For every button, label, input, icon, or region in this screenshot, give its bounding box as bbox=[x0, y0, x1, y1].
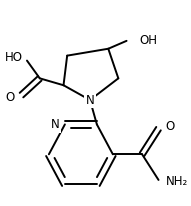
Text: N: N bbox=[51, 118, 59, 131]
Text: HO: HO bbox=[5, 51, 23, 64]
Text: O: O bbox=[166, 120, 175, 133]
Text: NH₂: NH₂ bbox=[166, 176, 188, 188]
Text: O: O bbox=[5, 91, 14, 104]
Text: N: N bbox=[86, 94, 94, 107]
Text: OH: OH bbox=[139, 34, 157, 47]
